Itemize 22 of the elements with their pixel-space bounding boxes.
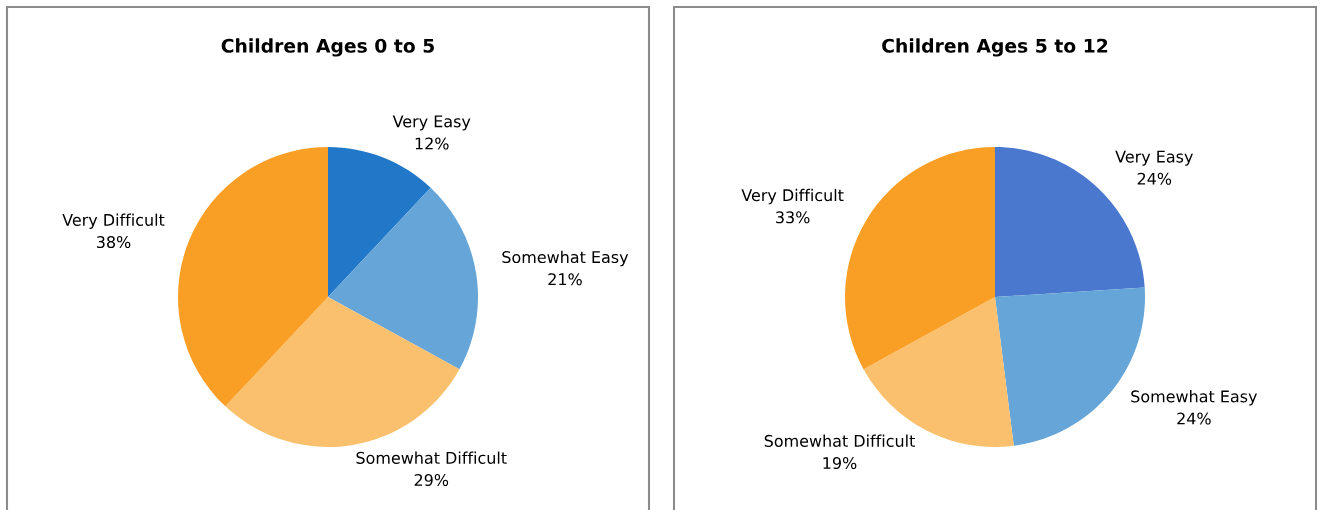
slice-label: Somewhat Difficult — [356, 451, 507, 464]
chart-title: Children Ages 5 to 12 — [882, 38, 1108, 57]
pie-slice — [845, 147, 995, 370]
pie-slice — [225, 297, 460, 447]
slice-label: Very Easy — [1115, 150, 1193, 166]
data-label: 38% — [96, 236, 131, 249]
data-label: 24% — [1137, 172, 1172, 185]
data-label: 24% — [1177, 412, 1211, 425]
slice-label: Very Difficult — [62, 213, 165, 230]
slice-label: Very Difficult — [741, 188, 844, 205]
slice-label: Somewhat Easy — [502, 250, 629, 267]
data-label: 21% — [548, 273, 582, 286]
data-label: 29% — [414, 473, 449, 487]
slice-label: Somewhat Easy — [1131, 390, 1258, 406]
data-label: 12% — [415, 137, 449, 150]
data-label: 33% — [776, 211, 810, 224]
chart-title: Children Ages 0 to 5 — [221, 38, 434, 57]
data-label: 19% — [823, 456, 857, 470]
slice-label: Somewhat Difficult — [764, 434, 915, 447]
pie-slice — [178, 147, 328, 407]
pie-slice — [328, 187, 478, 370]
slice-label: Very Easy — [392, 115, 471, 131]
